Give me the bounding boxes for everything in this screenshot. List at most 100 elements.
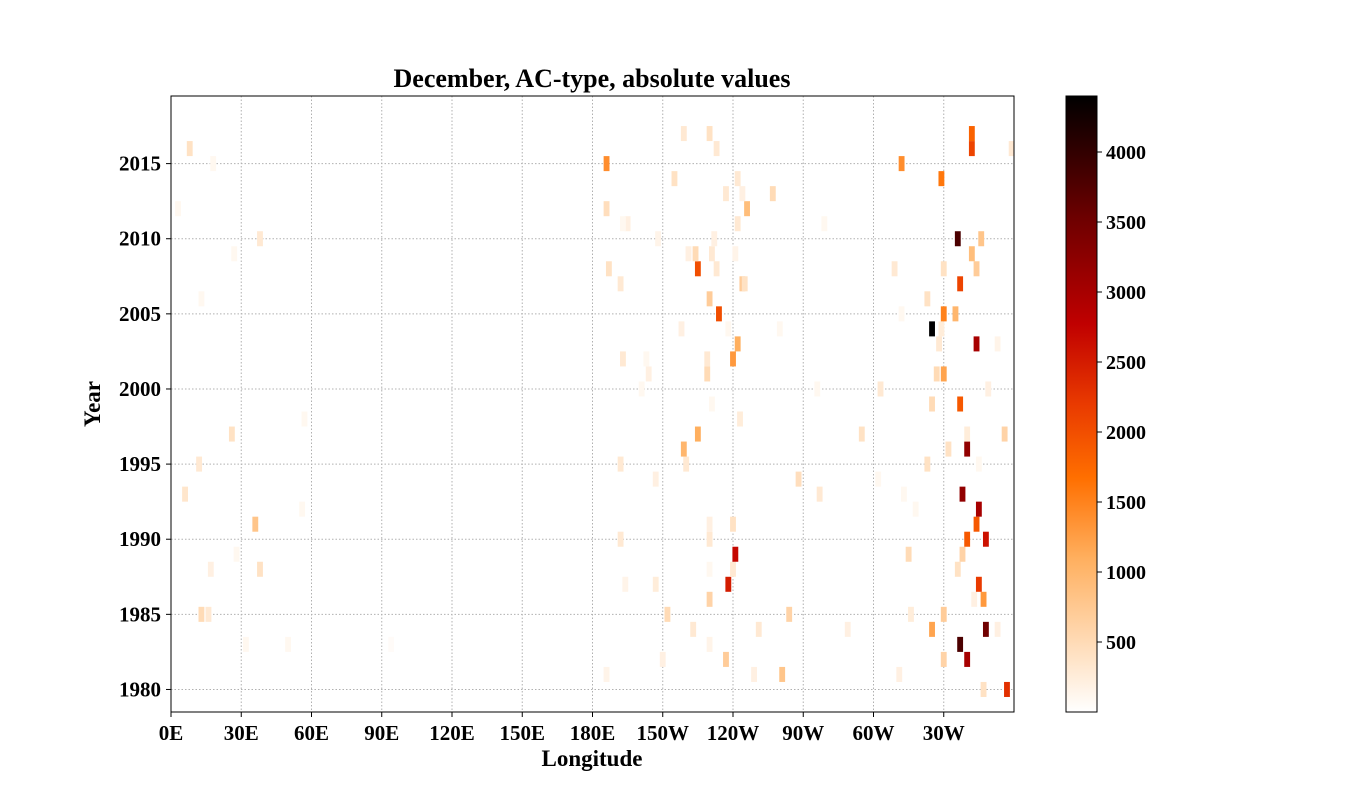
heatmap-cell — [706, 516, 713, 532]
heatmap-cell — [858, 426, 865, 442]
colorbar-tick-label: 1000 — [1106, 562, 1146, 584]
heatmap-cell — [734, 171, 741, 187]
heatmap-cell — [694, 261, 701, 277]
heatmap-cell — [659, 651, 666, 667]
heatmap-cell — [723, 186, 729, 202]
heatmap-cell — [182, 486, 188, 502]
heatmap-cell — [982, 621, 989, 637]
heatmap-cell — [975, 456, 982, 472]
heatmap-cell — [912, 501, 919, 517]
heatmap-cell — [620, 216, 626, 232]
heatmap-cells — [175, 126, 1014, 697]
heatmap-cell — [844, 621, 851, 637]
heatmap-cell — [821, 216, 828, 232]
heatmap-cell — [730, 561, 736, 577]
y-axis-ticks: 1980 1985 1990 1995 2000 2005 2010 2015 — [119, 152, 171, 701]
heatmap-cell — [901, 486, 907, 502]
heatmap-cell — [741, 276, 748, 292]
x-tick-label: 90E — [364, 721, 399, 745]
heatmap-cell — [739, 186, 746, 202]
heatmap-cell — [737, 411, 743, 427]
heatmap-cell — [713, 141, 720, 157]
heatmap-cell — [711, 231, 718, 247]
heatmap-cell — [957, 276, 964, 292]
heatmap-cell — [779, 666, 786, 682]
colorbar-tick-label: 1500 — [1106, 492, 1146, 514]
heatmap-cell — [257, 231, 263, 247]
heatmap-cell — [891, 261, 898, 277]
heatmap-cell — [706, 561, 713, 577]
x-tick-label: 30W — [923, 721, 965, 745]
heatmap-cell — [643, 351, 650, 367]
heatmap-cell — [205, 606, 212, 622]
heatmap-cell — [690, 621, 697, 637]
x-tick-label: 180E — [570, 721, 616, 745]
y-tick-label: 1980 — [119, 677, 161, 701]
heatmap-cell — [713, 261, 720, 277]
heatmap-cell — [1001, 426, 1008, 442]
heatmap-cell — [730, 516, 736, 532]
x-tick-label: 90W — [782, 721, 824, 745]
heatmap-cell — [685, 246, 692, 262]
heatmap-cell — [605, 261, 612, 277]
x-tick-label: 150W — [637, 721, 690, 745]
heatmap-cell — [680, 441, 687, 457]
heatmap-cell — [973, 516, 980, 532]
heatmap-cell — [929, 621, 935, 637]
heatmap-cell — [936, 336, 942, 352]
heatmap-cell — [198, 606, 205, 622]
colorbar-tick-label: 2500 — [1106, 352, 1146, 374]
heatmap-cell — [968, 126, 975, 142]
heatmap-cell — [908, 606, 914, 622]
heatmap-cell — [652, 576, 659, 592]
heatmap-cell — [704, 351, 711, 367]
heatmap-cell — [940, 306, 947, 322]
heatmap-cell — [924, 456, 931, 472]
heatmap-cell — [980, 681, 987, 697]
heatmap-cell — [734, 336, 741, 352]
heatmap-cell — [959, 546, 966, 562]
heatmap-cell — [730, 351, 736, 367]
heatmap-cell — [971, 591, 978, 607]
heatmap-cell — [905, 546, 912, 562]
heatmap-cell — [285, 636, 292, 652]
heatmap-cell — [207, 561, 214, 577]
heatmap-cell — [725, 576, 732, 592]
heatmap-cell — [751, 666, 758, 682]
heatmap-cell — [624, 216, 631, 232]
heatmap-cell — [816, 486, 823, 502]
heatmap-cell — [617, 276, 624, 292]
heatmap-cell — [210, 156, 217, 172]
heatmap-cell — [233, 546, 240, 562]
heatmap-cell — [776, 321, 783, 337]
heatmap-cell — [973, 261, 980, 277]
heatmap-cell — [678, 321, 685, 337]
heatmap-cell — [940, 651, 947, 667]
heatmap-cell — [620, 351, 626, 367]
chart-title: December, AC-type, absolute values — [394, 64, 791, 93]
x-tick-label: 0E — [159, 721, 184, 745]
heatmap-cell — [708, 246, 715, 262]
heatmap-cell — [933, 366, 940, 382]
heatmap-cell — [645, 366, 652, 382]
heatmap-cell — [716, 306, 722, 322]
heatmap-cell — [945, 441, 952, 457]
heatmap-cell — [622, 576, 629, 592]
heatmap-cell — [975, 576, 982, 592]
y-tick-label: 2015 — [119, 152, 161, 176]
heatmap-cell — [704, 366, 711, 382]
heatmap-cell — [929, 396, 935, 412]
heatmap-cell — [198, 291, 205, 307]
heatmap-cell — [957, 396, 964, 412]
heatmap-cell — [664, 606, 671, 622]
heatmap-cell — [683, 456, 690, 472]
y-tick-label: 1985 — [119, 602, 161, 626]
heatmap-cell — [706, 636, 713, 652]
x-tick-label: 60E — [294, 721, 329, 745]
colorbar-tick-label: 4000 — [1106, 142, 1146, 164]
heatmap-cell — [973, 336, 980, 352]
heatmap-cell — [603, 666, 610, 682]
heatmap-cell — [924, 291, 931, 307]
heatmap-cell — [196, 456, 203, 472]
